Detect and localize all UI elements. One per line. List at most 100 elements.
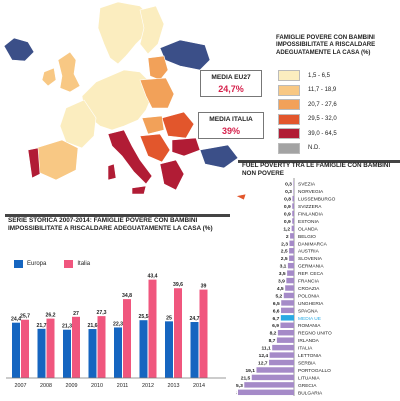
fuel-value-label: 6,5	[273, 301, 280, 307]
europe-map	[0, 0, 270, 205]
fuel-poverty-chart: 0,3 SVEZIA 0,3 NORVEGIA 0,8 LUSSEMBURGO 0,9 SVI…	[236, 178, 336, 396]
legend-row: 11,7 - 18,9	[278, 84, 388, 97]
fuel-country-label: PORTOGALLO	[298, 368, 331, 374]
fuel-value-label: 12,4	[259, 353, 269, 359]
bar-europa	[88, 329, 97, 378]
fuel-bar	[283, 292, 294, 299]
fuel-value-label: 3,9	[278, 279, 285, 285]
fuel-country-label: NORVEGIA	[298, 189, 324, 195]
fuel-bar	[292, 195, 294, 202]
legend-label: 11,7 - 18,9	[308, 87, 337, 93]
fuel-bar	[287, 262, 294, 269]
fuel-bar	[280, 322, 294, 328]
media-eu27-label: MEDIA EU27	[211, 74, 251, 81]
media-italia-value: 39%	[221, 126, 240, 136]
fuel-bar	[280, 315, 294, 321]
fuel-country-label: BELGIO	[298, 234, 316, 240]
fuel-country-label: FINLANDIA	[298, 211, 324, 217]
fuel-bar	[285, 285, 294, 291]
legend-label: 39,0 - 64,5	[308, 130, 337, 137]
x-tick-label: 2010	[91, 383, 103, 389]
history-divider	[5, 214, 230, 217]
data-label: 27	[73, 311, 79, 317]
fuel-bar	[292, 218, 294, 224]
x-tick-label: 2012	[142, 383, 154, 389]
fuel-country-label: LITUANIA	[298, 375, 320, 381]
bar-europa	[12, 322, 20, 378]
fuel-country-label: REP. CECA	[298, 271, 324, 277]
fuel-value-label: 5,2	[275, 293, 282, 299]
fuel-country-label: OLANDA	[298, 226, 319, 232]
media-italia-label: MEDIA ITALIA	[209, 116, 253, 123]
legend-europa-swatch	[14, 260, 23, 268]
fuel-value-label: 21,5	[241, 375, 251, 381]
legend-swatch	[278, 70, 300, 81]
legend-row: 39,0 - 64,5	[278, 127, 388, 140]
legend-italia-swatch	[64, 260, 74, 268]
fuel-bar	[292, 210, 294, 217]
fuel-country-label: POLONIA	[298, 293, 320, 299]
fuel-value-label: 0,9	[284, 204, 291, 210]
media-eu27-value: 24,7%	[218, 84, 244, 94]
data-label: 43,4	[147, 274, 157, 280]
history-legend: Europa Italia	[14, 260, 90, 268]
data-label: 24,4	[11, 317, 21, 323]
fuel-bar	[286, 277, 294, 284]
legend-swatch	[278, 84, 300, 96]
fuel-value-label: 12,7	[258, 360, 268, 366]
x-tick-label: 2011	[117, 383, 129, 389]
fuel-country-label: GRECIA	[298, 383, 317, 389]
fuel-country-label: LETTONIA	[298, 353, 322, 359]
fuel-value-label: 0,3	[285, 189, 292, 195]
fuel-bar	[244, 382, 294, 388]
bar-italia	[72, 316, 80, 378]
fuel-bar	[290, 233, 294, 239]
data-label: 39	[201, 284, 207, 290]
fuel-country-label: SPAGNA	[298, 308, 318, 314]
fuel-country-label: SLOVENIA	[298, 256, 323, 262]
fuel-value-label: 2	[286, 234, 289, 240]
history-bar-chart: 24,425,7 2007 21,7 26,2 2008 21,3 27 2009 21,6 27…	[6, 274, 226, 389]
fuel-value-label: 4,5	[277, 286, 284, 292]
data-label: 27,3	[96, 310, 106, 316]
fuel-value-label: 8,2	[270, 331, 277, 337]
bar-europa	[190, 322, 199, 378]
bar-europa	[165, 321, 173, 378]
legend-row: 29,5 - 32,0	[278, 113, 388, 126]
fuel-country-label: ROMANIA	[298, 323, 321, 329]
fuel-bar	[293, 181, 294, 187]
map-legend: 1,5 - 6,5 11,7 - 18,9 20,7 - 27,6 29,5 -…	[278, 69, 388, 156]
fuel-bar	[276, 337, 294, 343]
fuel-value-label: 0,3	[285, 182, 292, 188]
fuel-country-label: ITALIA	[298, 346, 313, 352]
fuel-value-label: 0,9	[284, 219, 291, 225]
bar-italia	[97, 316, 106, 378]
legend-europa-label: Europa	[27, 261, 47, 267]
data-label: 24,7	[189, 316, 199, 322]
legend-swatch	[278, 99, 300, 110]
fuel-value-label: 2,5	[281, 256, 288, 262]
fuel-value-label: 28,5	[236, 390, 237, 396]
history-title: SERIE STORICA 2007-2014: FAMIGLIE POVERE…	[8, 217, 213, 232]
bar-italia	[199, 289, 208, 378]
legend-row: 1,5 - 6,5	[278, 69, 388, 82]
fuel-value-label: 11,1	[261, 346, 271, 352]
legend-label: N.D.	[308, 145, 320, 151]
x-tick-label: 2007	[15, 383, 27, 389]
bar-italia	[174, 288, 182, 378]
fuel-value-label: 2,3	[281, 241, 288, 247]
fuel-country-label: SVEZIA	[298, 182, 316, 188]
fuel-country-label: ESTONIA	[298, 219, 320, 225]
fuel-bar	[293, 188, 294, 194]
x-tick-label: 2013	[168, 383, 180, 389]
bar-europa	[37, 328, 46, 378]
fuel-country-label: MEDIA UE	[298, 316, 321, 322]
legend-swatch	[278, 113, 300, 125]
fuel-country-label: GERMANIA	[298, 264, 324, 270]
bar-italia	[21, 319, 29, 378]
fuel-bar	[289, 255, 294, 261]
fuel-bar	[289, 240, 294, 247]
data-label: 25,5	[138, 314, 148, 320]
fuel-bar	[281, 300, 294, 306]
fuel-bar	[281, 307, 294, 314]
